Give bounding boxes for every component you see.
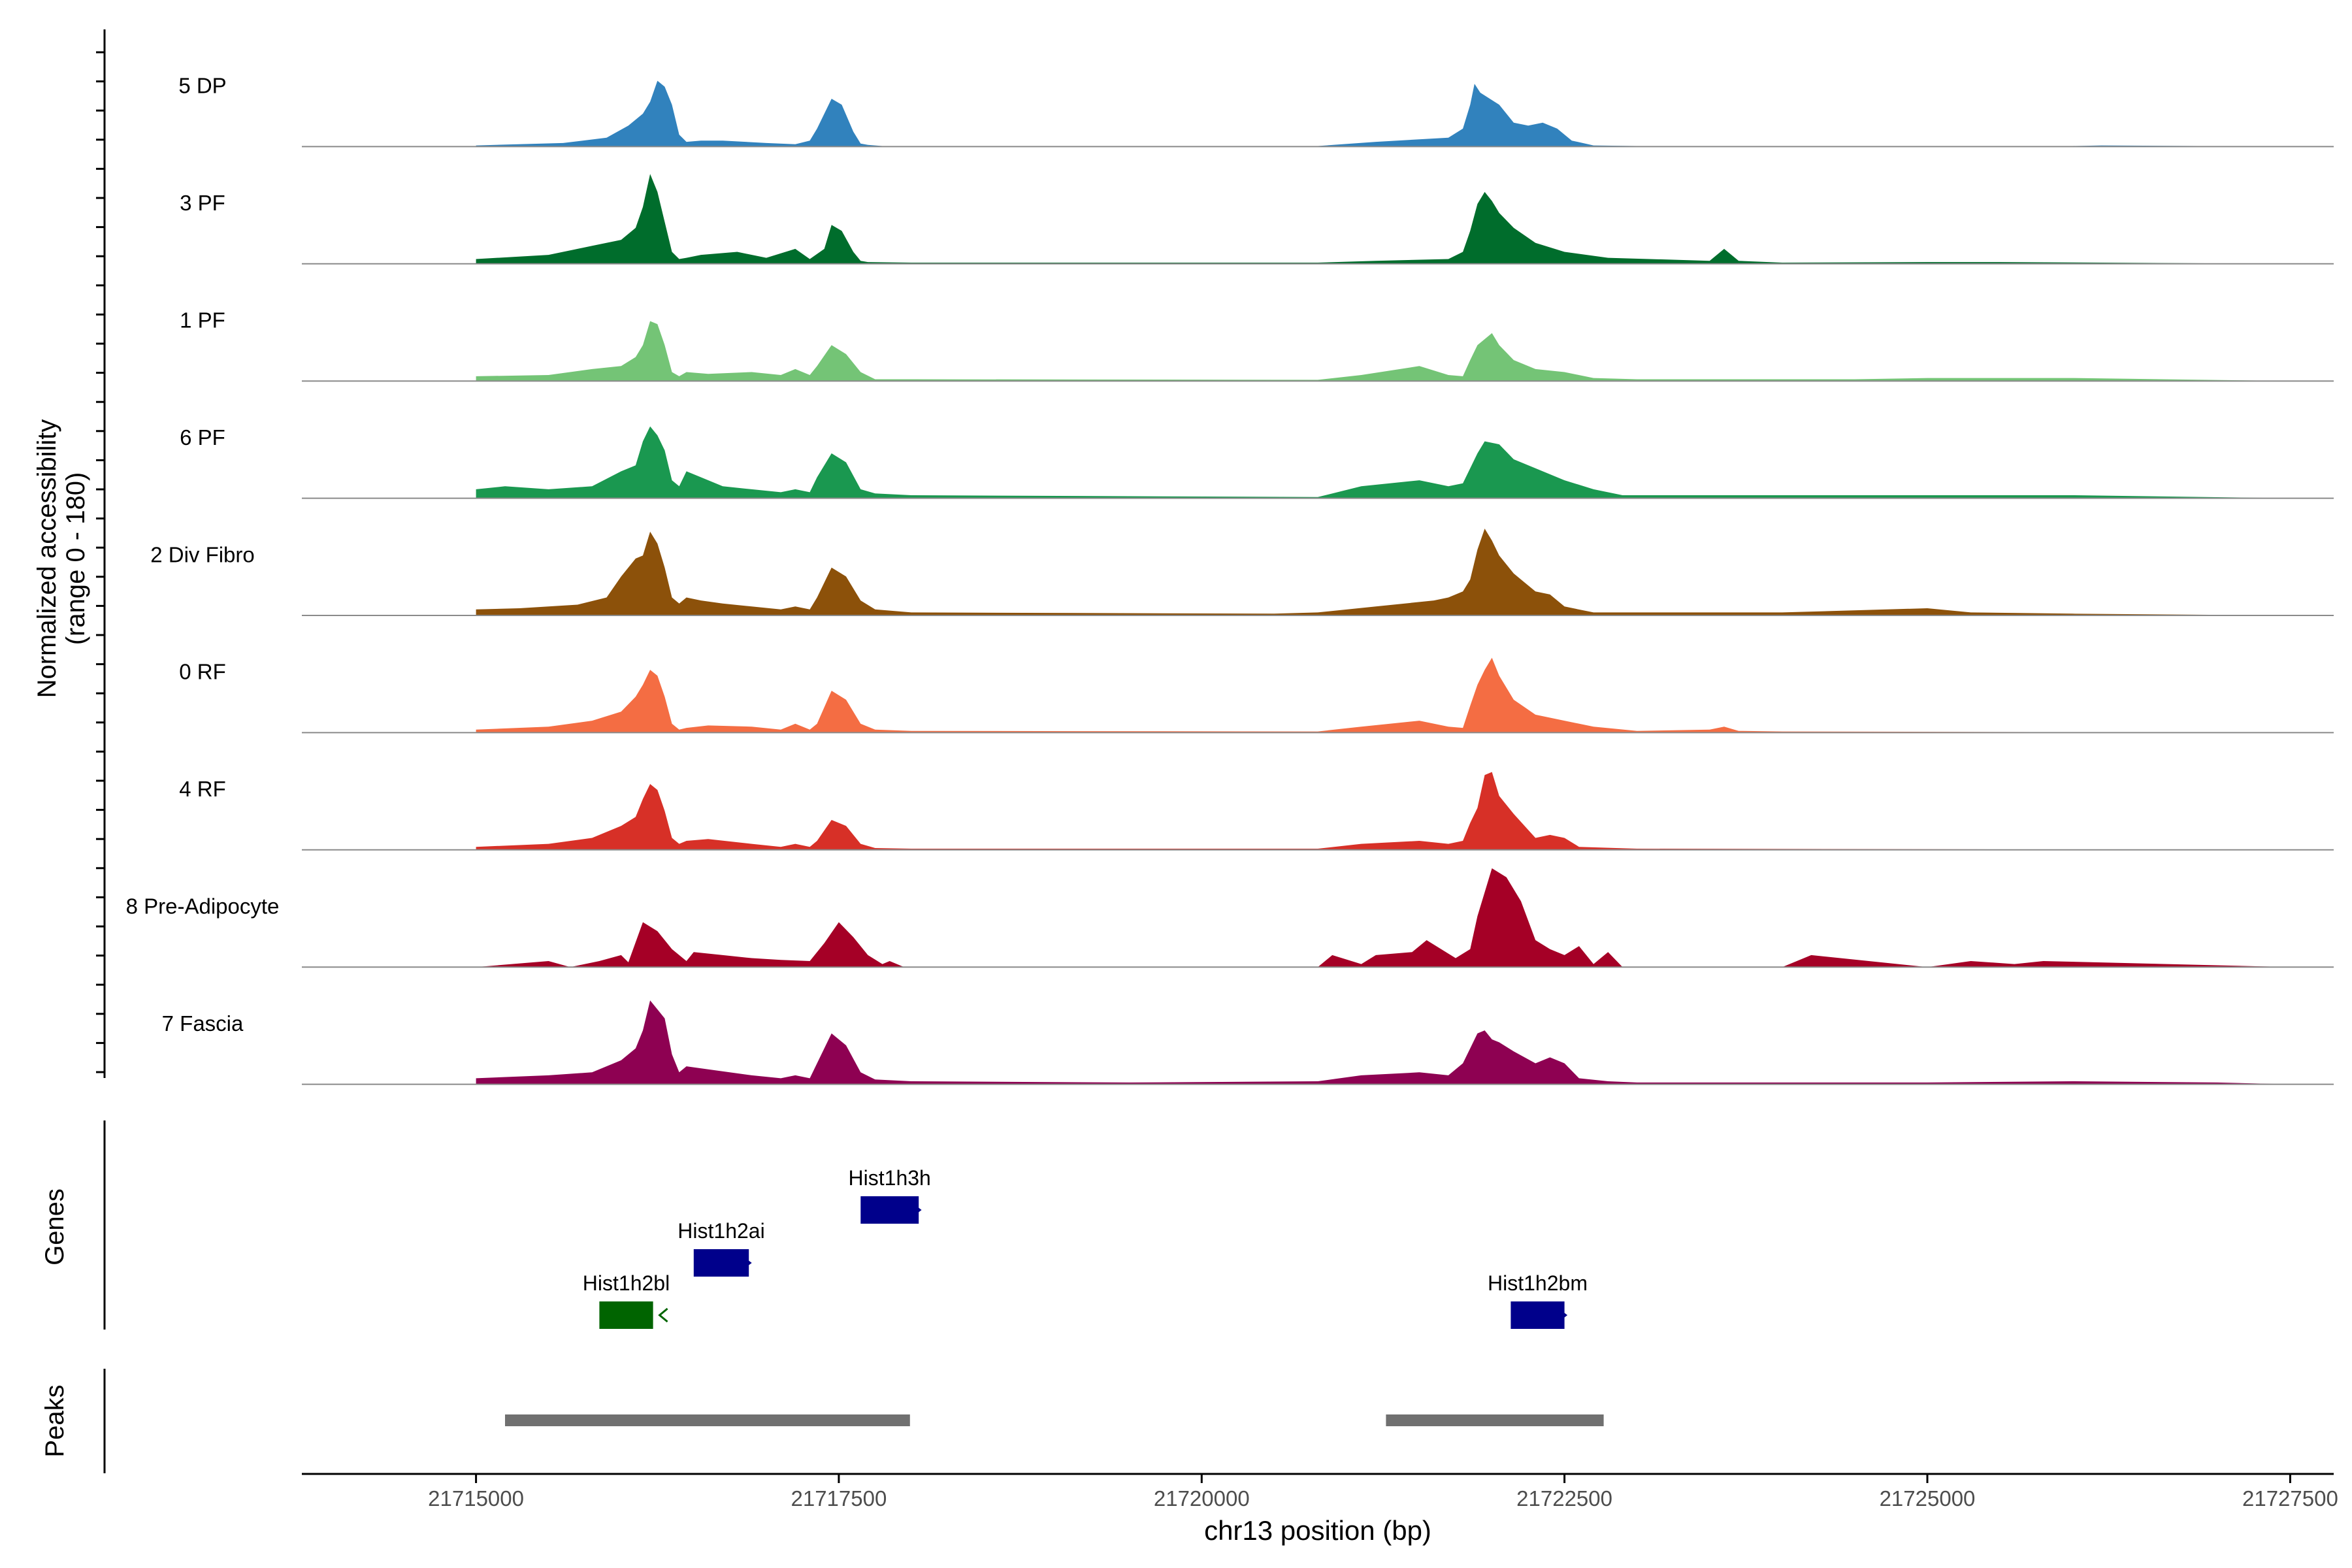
x-axis-tick-label: 21727500 (2242, 1486, 2338, 1511)
x-axis-tick-label: 21715000 (428, 1486, 524, 1511)
peak-1 (505, 1414, 910, 1426)
track-label: 4 RF (179, 777, 226, 801)
x-axis-title: chr13 position (bp) (1204, 1515, 1431, 1546)
tracks-y-axis-ticks (96, 51, 105, 1073)
strand-arrow (1560, 1310, 1568, 1320)
track-area (476, 772, 2291, 850)
track-6: 0 RF (179, 657, 2334, 734)
track-5: 2 Div Fibro (150, 529, 2334, 616)
gene-Hist1h2bm: Hist1h2bm (1488, 1271, 1588, 1329)
gene-body (1511, 1301, 1565, 1329)
x-axis-tick-label: 21725000 (1880, 1486, 1976, 1511)
genes-panel-label: Genes (41, 1188, 69, 1266)
gene-label: Hist1h3h (849, 1166, 931, 1190)
strand-arrow (914, 1205, 922, 1215)
track-label: 6 PF (180, 425, 225, 449)
peak-2 (1386, 1414, 1604, 1426)
track-label: 0 RF (179, 660, 226, 684)
x-axis-tick-label: 21717500 (791, 1486, 887, 1511)
track-label: 3 PF (180, 191, 225, 215)
track-label: 2 Div Fibro (150, 542, 255, 566)
track-4: 6 PF (180, 425, 2334, 499)
y-axis-title-line2: (range 0 - 180) (61, 472, 90, 645)
gene-label: Hist1h2ai (678, 1219, 764, 1243)
track-label: 1 PF (180, 308, 225, 333)
gene-body (693, 1249, 749, 1277)
track-label: 5 DP (178, 74, 226, 98)
peaks-panel-label: Peaks (41, 1384, 69, 1457)
peak-regions (505, 1414, 1604, 1426)
gene-body (860, 1196, 919, 1224)
track-1: 5 DP (178, 74, 2334, 148)
gene-Hist1h2bl: Hist1h2bl (583, 1271, 670, 1329)
track-2: 3 PF (180, 174, 2334, 265)
track-9: 7 Fascia (162, 1000, 2334, 1085)
strand-arrow (658, 1307, 668, 1323)
gene-Hist1h2ai: Hist1h2ai (678, 1219, 765, 1277)
track-8: 8 Pre-Adipocyte (126, 868, 2334, 968)
track-area (476, 426, 2291, 498)
track-label: 8 Pre-Adipocyte (126, 894, 280, 919)
track-7: 4 RF (179, 772, 2334, 851)
track-area (476, 321, 2291, 382)
strand-arrow (744, 1258, 752, 1268)
coverage-tracks: 5 DP 3 PF 1 PF 6 PF 2 Div Fibro 0 RF 4 RF 8 Pre… (126, 74, 2334, 1085)
x-axis-tick-label: 21722500 (1516, 1486, 1612, 1511)
track-area (476, 80, 2291, 147)
gene-body (599, 1301, 653, 1329)
track-label: 7 Fascia (162, 1011, 244, 1036)
track-area (476, 657, 2291, 733)
gene-label: Hist1h2bl (583, 1271, 670, 1295)
gene-label: Hist1h2bm (1488, 1271, 1588, 1295)
track-area (476, 529, 2291, 615)
x-axis-tick-label: 21720000 (1154, 1486, 1250, 1511)
track-3: 1 PF (180, 308, 2334, 382)
y-axis-title-line1: Normalized accessibility (33, 419, 61, 698)
gene-Hist1h3h: Hist1h3h (849, 1166, 931, 1224)
gene-annotations: Hist1h3h Hist1h2ai Hist1h2bl Hist1h2bm (583, 1166, 1588, 1329)
track-area (476, 868, 2291, 968)
x-axis-ticks: 21715000 21717500 21720000 21722500 21725000… (428, 1474, 2338, 1511)
track-area (476, 174, 2291, 264)
track-area (476, 1000, 2291, 1085)
